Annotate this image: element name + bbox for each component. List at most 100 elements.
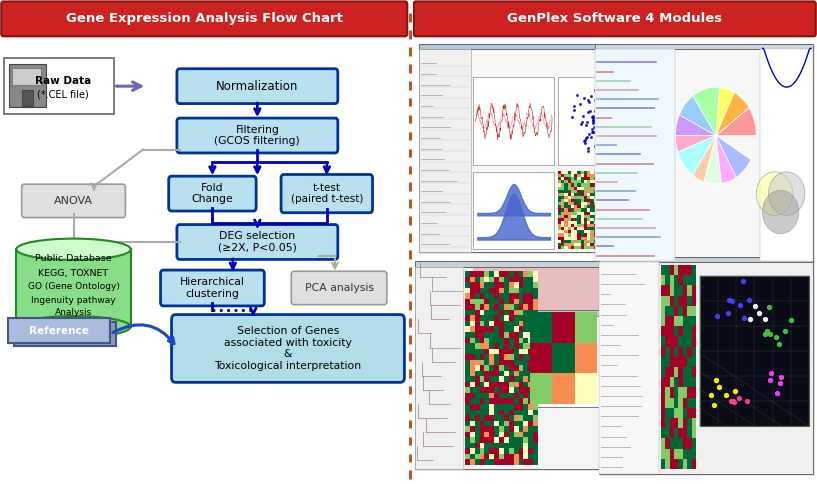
Point — [712, 383, 725, 391]
Point — [587, 118, 600, 125]
Point — [574, 101, 587, 108]
Point — [578, 137, 591, 145]
Bar — [699, 276, 809, 426]
Point — [585, 133, 598, 140]
Point — [774, 373, 787, 381]
Point — [625, 83, 638, 91]
Point — [743, 315, 757, 322]
Ellipse shape — [16, 316, 131, 337]
Point — [704, 391, 717, 399]
Text: Filtering
(GCOS filtering): Filtering (GCOS filtering) — [215, 125, 300, 146]
Wedge shape — [676, 136, 716, 152]
Point — [725, 397, 738, 405]
Point — [612, 152, 625, 160]
Point — [582, 130, 595, 138]
Point — [617, 90, 630, 97]
Point — [590, 83, 603, 91]
Point — [590, 136, 603, 144]
Point — [591, 106, 604, 113]
Bar — [599, 257, 813, 262]
Text: Fold
Change: Fold Change — [191, 183, 234, 204]
Point — [733, 302, 746, 309]
Point — [722, 309, 735, 317]
Point — [579, 134, 592, 141]
Point — [623, 79, 636, 87]
Point — [587, 123, 600, 131]
Point — [586, 113, 599, 121]
Point — [624, 93, 637, 101]
Point — [615, 82, 628, 90]
Ellipse shape — [16, 239, 131, 260]
Point — [602, 136, 615, 143]
Bar — [595, 44, 813, 261]
Text: DEG selection
(≥2X, P<0.05): DEG selection (≥2X, P<0.05) — [218, 231, 297, 253]
Point — [607, 117, 620, 124]
FancyBboxPatch shape — [4, 58, 114, 114]
Point — [570, 91, 583, 99]
Point — [587, 116, 600, 124]
Point — [709, 377, 722, 384]
FancyBboxPatch shape — [8, 318, 110, 343]
Point — [610, 97, 623, 105]
Point — [603, 114, 616, 121]
Point — [617, 91, 630, 99]
Point — [601, 107, 614, 115]
Point — [752, 310, 766, 318]
Point — [601, 114, 614, 122]
Point — [596, 127, 609, 135]
Circle shape — [769, 172, 805, 215]
Point — [593, 101, 606, 108]
Point — [589, 96, 602, 104]
Point — [726, 397, 739, 405]
Point — [615, 82, 628, 90]
Wedge shape — [693, 136, 716, 182]
Wedge shape — [716, 87, 734, 136]
Text: Selection of Genes
associated with toxicity
&
Toxicological interpretation: Selection of Genes associated with toxic… — [214, 326, 362, 371]
Bar — [526, 310, 599, 407]
Text: Hierarchical
clustering: Hierarchical clustering — [180, 277, 245, 299]
Point — [748, 302, 761, 310]
Point — [607, 137, 620, 145]
Point — [582, 108, 595, 116]
Point — [590, 90, 603, 98]
Bar — [16, 249, 131, 327]
Point — [762, 303, 775, 311]
Point — [624, 91, 637, 99]
FancyBboxPatch shape — [168, 176, 257, 211]
Point — [615, 88, 628, 96]
Point — [581, 118, 594, 126]
Point — [605, 129, 618, 136]
FancyBboxPatch shape — [22, 90, 33, 106]
FancyBboxPatch shape — [12, 68, 41, 85]
Point — [609, 142, 623, 150]
Point — [610, 99, 623, 107]
Text: Gene Expression Analysis Flow Chart: Gene Expression Analysis Flow Chart — [66, 13, 342, 25]
Wedge shape — [678, 136, 716, 175]
Point — [601, 121, 614, 129]
Point — [778, 327, 791, 335]
FancyBboxPatch shape — [9, 64, 46, 107]
Bar — [414, 261, 609, 267]
FancyBboxPatch shape — [160, 270, 265, 306]
Point — [591, 115, 604, 123]
Bar — [599, 257, 813, 474]
Point — [577, 112, 590, 120]
Point — [596, 113, 609, 121]
Point — [614, 86, 627, 93]
Circle shape — [762, 190, 799, 234]
Point — [596, 145, 609, 153]
Point — [587, 128, 600, 136]
FancyBboxPatch shape — [172, 315, 404, 382]
Point — [770, 389, 784, 396]
Point — [594, 102, 607, 110]
Point — [593, 103, 606, 111]
Point — [620, 89, 633, 97]
Point — [584, 91, 597, 99]
Point — [602, 90, 615, 98]
FancyBboxPatch shape — [176, 225, 338, 259]
Point — [621, 84, 634, 92]
Point — [581, 96, 594, 104]
Text: Public Database: Public Database — [35, 255, 112, 263]
Text: Normalization: Normalization — [217, 80, 298, 92]
Text: Raw Data: Raw Data — [35, 76, 92, 86]
